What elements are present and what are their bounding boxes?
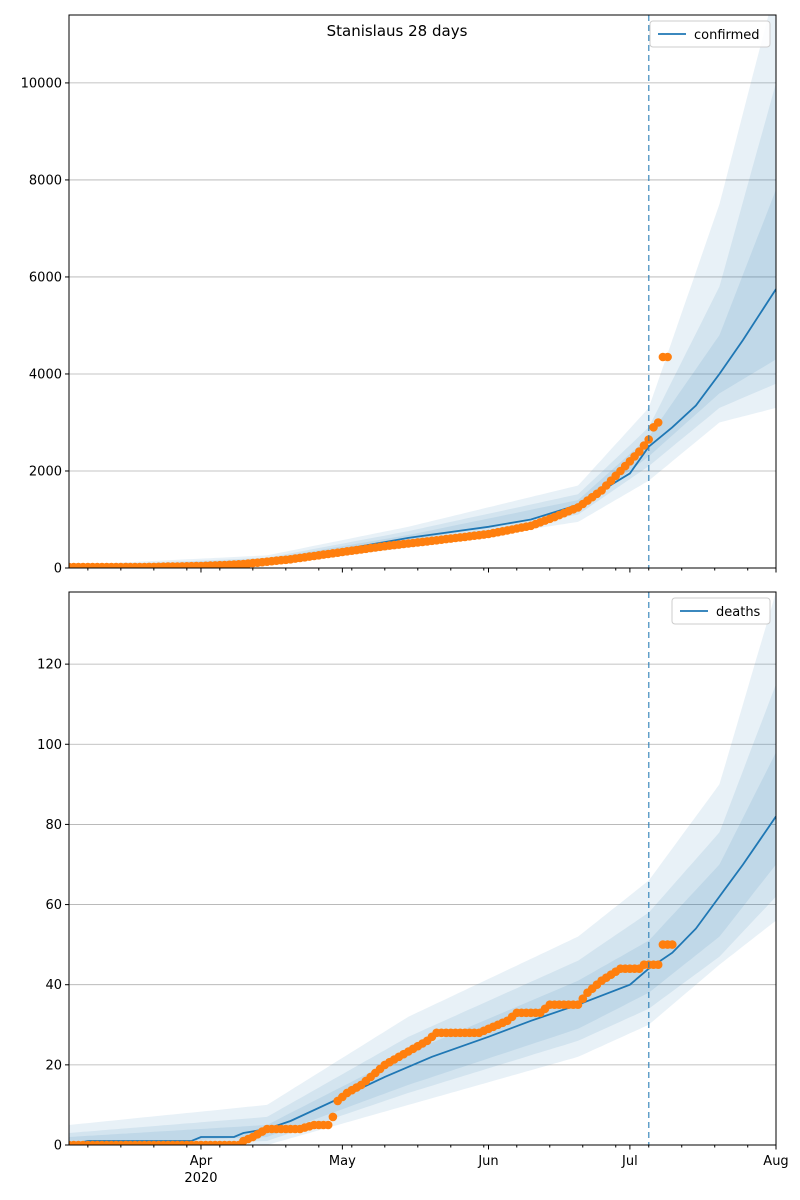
x-tick-sublabel: 2020 — [184, 1171, 217, 1186]
y-tick-label: 20 — [45, 1058, 62, 1073]
chart-title: Stanislaus 28 days — [327, 22, 468, 40]
y-tick-label: 0 — [54, 1139, 62, 1154]
x-tick-label: Jun — [477, 1154, 498, 1169]
x-tick-label: May — [329, 1154, 356, 1169]
legend-label: confirmed — [694, 28, 760, 43]
confirmed-panel: 0 2000 4000 6000 8000 10000 Stanislaus 28 days… — [21, 14, 777, 577]
x-tick-label: Jul — [621, 1154, 638, 1169]
y-tick-label: 6000 — [29, 270, 62, 285]
observed-point — [635, 447, 644, 456]
y-tick-label: 2000 — [29, 464, 62, 479]
interval-band-inner — [69, 752, 776, 1145]
axes-frame — [68, 14, 777, 569]
y-tick-label: 40 — [45, 978, 62, 993]
legend-box — [649, 20, 771, 48]
y-tick-label: 8000 — [29, 173, 62, 188]
observed-point — [323, 1120, 333, 1130]
interval-band-middle — [69, 82, 776, 568]
legend: confirmed — [649, 20, 771, 48]
observed-point — [653, 418, 663, 427]
y-tick-label: 0 — [54, 562, 62, 577]
legend-label: deaths — [716, 605, 761, 620]
axes-frame — [68, 591, 777, 1146]
deaths-median-line — [69, 815, 776, 1145]
observed-point — [578, 994, 588, 1003]
y-tick-label: 60 — [45, 898, 62, 913]
interval-band-outer — [69, 592, 776, 1145]
x-tick-label: Apr — [190, 1154, 213, 1169]
legend: deaths — [671, 597, 771, 625]
x-tick-label: Aug — [763, 1154, 788, 1169]
y-tick-label: 10000 — [21, 76, 62, 91]
deaths-panel: 0 20 40 60 80 100 120 Apr 2020 May Jun Jul Aug deaths — [37, 591, 789, 1186]
observed-point — [663, 352, 672, 362]
y-tick-label: 120 — [37, 658, 62, 673]
observed-point — [328, 1112, 338, 1122]
observed-point — [573, 1000, 583, 1009]
legend-box — [671, 597, 771, 625]
y-tick-label: 100 — [37, 738, 62, 753]
observed-point — [639, 441, 649, 450]
observed-point — [668, 940, 677, 949]
y-tick-label: 4000 — [29, 367, 62, 382]
interval-band-outer — [69, 15, 776, 568]
interval-band-middle — [69, 684, 776, 1145]
observed-point — [653, 960, 663, 969]
y-tick-label: 80 — [45, 818, 62, 833]
